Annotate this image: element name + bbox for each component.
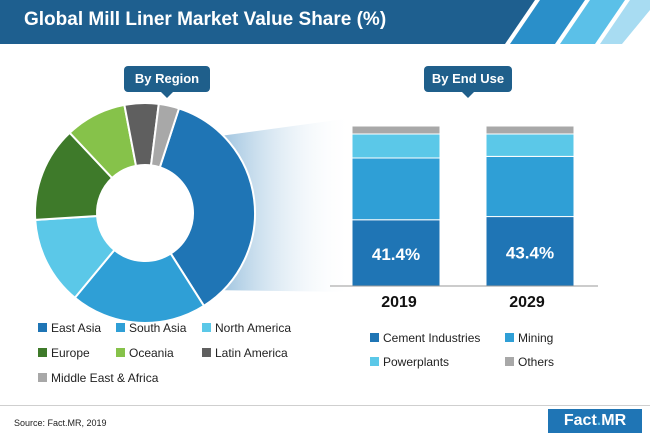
donut-slice-south-asia: [73, 248, 206, 324]
donut-slice-east-asia: [158, 107, 256, 308]
bar-segment-mining-2019: [351, 157, 441, 221]
legend-swatch: [370, 333, 379, 342]
bar-segment-powerplants-2029: [485, 133, 575, 157]
legend-swatch: [202, 323, 211, 332]
legend-item-europe: Europe: [38, 346, 90, 360]
legend-swatch: [505, 357, 514, 366]
legend-label: North America: [215, 321, 292, 335]
legend-label: Latin America: [215, 346, 288, 360]
legend-item-oceania: Oceania: [116, 346, 174, 360]
year-label-2019: 2019: [381, 294, 417, 311]
legend-item-mining: Mining: [505, 331, 553, 345]
page-title: Global Mill Liner Market Value Share (%): [24, 9, 387, 30]
legend-item-middle-east-africa: Middle East & Africa: [38, 371, 158, 385]
legend-label: East Asia: [51, 321, 102, 335]
legend-swatch: [202, 348, 211, 357]
legend-swatch: [38, 348, 47, 357]
legend-label: Mining: [518, 331, 554, 345]
source-note: Source: Fact.MR, 2019: [14, 418, 107, 428]
bar-segment-cement-industries-2029: [485, 216, 575, 287]
legend-label: Powerplants: [383, 355, 450, 369]
bar-segment-mining-2029: [485, 155, 575, 218]
legend-item-north-america: North America: [202, 321, 291, 335]
header-banner: Global Mill Liner Market Value Share (%): [0, 0, 650, 44]
legend-item-latin-america: Latin America: [202, 346, 288, 360]
legend-swatch: [38, 373, 47, 382]
by-region-badge: By Region: [124, 66, 210, 98]
legend-item-others: Others: [505, 355, 554, 369]
logo-text-right: MR: [601, 412, 627, 429]
legend-item-powerplants: Powerplants: [370, 355, 449, 369]
legend-item-south-asia: South Asia: [116, 321, 186, 335]
legend-label: South Asia: [129, 321, 187, 335]
logo-dot: .: [596, 412, 602, 429]
legend-item-cement-industries: Cement Industries: [370, 331, 480, 345]
donut-slice-middle-east-and-africa: [149, 102, 181, 169]
header-background: [0, 0, 650, 44]
legend-swatch: [370, 357, 379, 366]
bar-data-label-2019: 41.4%: [372, 245, 420, 264]
legend-item-east-asia: East Asia: [38, 321, 101, 335]
footer-divider: [0, 405, 650, 406]
bar-data-label-2029: 43.4%: [506, 243, 554, 262]
legend-swatch: [38, 323, 47, 332]
legend-swatch: [116, 323, 125, 332]
legend-label: Europe: [51, 346, 90, 360]
bar-segment-others-2019: [351, 125, 441, 135]
legend-label: Cement Industries: [383, 331, 481, 345]
legend-label: Middle East & Africa: [51, 371, 159, 385]
legend-label: Oceania: [129, 346, 174, 360]
factmr-logo: Fact.MR: [548, 409, 642, 433]
bar-segment-powerplants-2019: [351, 133, 441, 159]
bar-segment-others-2029: [485, 125, 575, 135]
by-end-use-badge: By End Use: [424, 66, 512, 98]
legend-swatch: [116, 348, 125, 357]
legend-swatch: [505, 333, 514, 342]
legend-label: Others: [518, 355, 555, 369]
logo-text-left: Fact: [563, 412, 597, 429]
region-donut-chart: [34, 102, 256, 324]
year-label-2029: 2029: [509, 294, 545, 311]
end-use-stacked-bar-chart: 41.4% 43.4%: [351, 125, 575, 287]
